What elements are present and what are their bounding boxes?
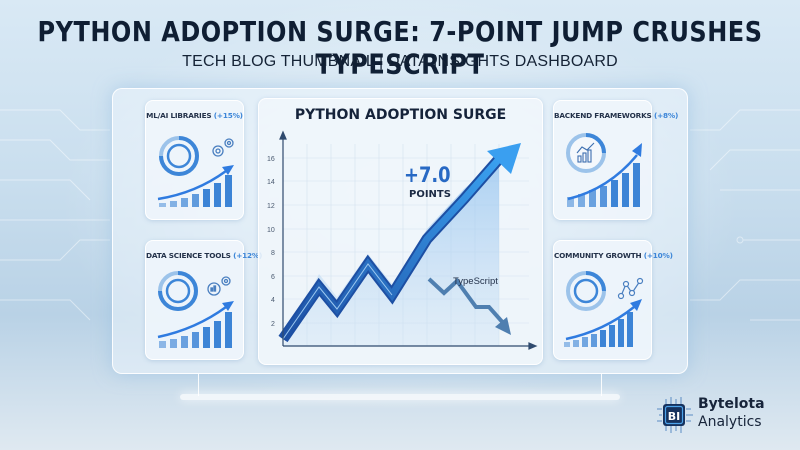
card-title: DATA SCIENCE TOOLS (+12%)	[146, 251, 263, 260]
y-axis-ticks: 16 14 12 10 8 6 4 2	[267, 156, 275, 328]
line-chart: 16 14 12 10 8 6 4 2	[267, 130, 538, 350]
bar-chart	[564, 312, 633, 347]
card-data-science-tools: DATA SCIENCE TOOLS (+12%)	[145, 240, 263, 360]
python-area-fill	[283, 159, 499, 346]
python-arrowhead	[487, 143, 521, 174]
svg-text:2: 2	[271, 321, 275, 328]
svg-text:8: 8	[271, 250, 275, 257]
donut-icon	[158, 271, 198, 311]
callout-value: +7.0	[404, 163, 451, 187]
card-community-growth: COMMUNITY GROWTH (+10%)	[553, 240, 673, 360]
dashboard-stand	[198, 374, 602, 396]
trend-chart-icon	[566, 133, 606, 173]
svg-text:14: 14	[267, 179, 275, 186]
card-ml-ai-libraries: ML/AI LIBRARIES (+15%)	[145, 100, 244, 220]
dashboard-stand-base	[180, 394, 620, 400]
svg-text:4: 4	[271, 297, 275, 304]
network-nodes-icon	[617, 277, 644, 300]
donut-icon	[566, 271, 606, 311]
card-title: ML/AI LIBRARIES (+15%)	[146, 111, 243, 120]
card-graphic	[564, 271, 644, 347]
page-title: PYTHON ADOPTION SURGE: 7-POINT JUMP CRUS…	[37, 15, 763, 81]
circuit-decoration-right	[690, 109, 800, 321]
axes	[279, 130, 538, 350]
page-subtitle: TECH BLOG THUMBNAIL | DATA INSIGHTS DASH…	[182, 53, 618, 70]
circuit-decoration-left	[0, 109, 110, 321]
chip-logo-icon: BI	[657, 397, 693, 433]
gears-icon	[212, 138, 234, 157]
card-backend-frameworks: BACKEND FRAMEWORKS (+8%)	[553, 100, 679, 220]
svg-text:10: 10	[267, 227, 275, 234]
donut-icon	[159, 136, 199, 176]
svg-text:6: 6	[271, 274, 275, 281]
bar-chart	[159, 175, 232, 207]
svg-text:16: 16	[267, 156, 275, 163]
card-graphic	[566, 133, 642, 207]
typescript-arrowhead	[495, 317, 511, 335]
bar-chart	[159, 312, 232, 348]
trend-arrow-icon	[567, 154, 638, 201]
company-tagline: Analytics	[698, 414, 762, 430]
typescript-label: TypeScript	[453, 276, 498, 287]
chart-title: PYTHON ADOPTION SURGE	[294, 107, 507, 123]
bar-chart	[567, 163, 640, 207]
typescript-line	[427, 277, 507, 327]
card-title: COMMUNITY GROWTH (+10%)	[554, 251, 673, 260]
card-graphic	[157, 271, 234, 348]
svg-text:12: 12	[267, 203, 275, 210]
card-title: BACKEND FRAMEWORKS (+8%)	[554, 111, 679, 120]
gear-chart-icon	[207, 276, 231, 296]
main-chart-panel: PYTHON ADOPTION SURGE 16 14 12 10	[258, 98, 543, 365]
trend-arrow-icon	[565, 306, 635, 341]
brand-logo: BI Bytelota Analytics	[656, 392, 796, 440]
trend-arrow-icon	[157, 305, 227, 339]
svg-text:BI: BI	[668, 410, 680, 423]
card-graphic	[157, 136, 234, 207]
trend-arrow-icon	[157, 169, 227, 201]
company-name: Bytelota	[698, 396, 765, 412]
callout-unit: POINTS	[409, 189, 451, 200]
